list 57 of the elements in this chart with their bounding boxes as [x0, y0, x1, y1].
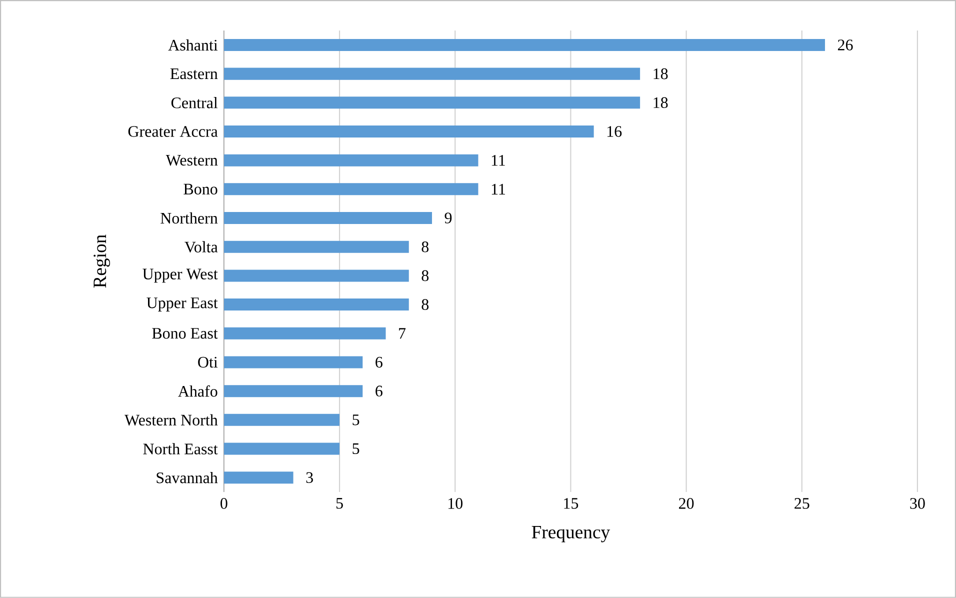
- y-tick-label: Bono: [184, 184, 218, 195]
- x-tick-label: 25: [794, 498, 810, 509]
- bar: [224, 298, 409, 311]
- data-label: 11: [492, 155, 505, 166]
- y-tick-label: Western: [166, 155, 218, 166]
- y-tick-label: Upper West: [142, 268, 218, 283]
- x-axis-title: Frequency: [532, 526, 610, 542]
- data-label: 6: [376, 386, 382, 396]
- y-tick-label: Volta: [184, 241, 218, 253]
- data-label: 18: [654, 68, 668, 80]
- bar: [224, 154, 478, 166]
- x-tick-label: 10: [448, 498, 462, 509]
- data-label: 5: [352, 414, 360, 426]
- x-tick-label: 15: [564, 498, 578, 509]
- bar: [224, 442, 340, 455]
- data-label: 18: [654, 97, 668, 108]
- y-tick-label: Eastern: [170, 68, 218, 80]
- y-tick-label: Northern: [160, 212, 218, 224]
- x-tick-label: 0: [220, 498, 228, 509]
- x-tick-label: 30: [910, 498, 925, 509]
- bar: [224, 183, 478, 196]
- bar: [224, 96, 640, 109]
- data-label: 26: [838, 40, 853, 50]
- bar: [224, 212, 432, 224]
- x-tick-label: 20: [678, 498, 694, 509]
- bar: [224, 385, 363, 398]
- x-tick-label: 5: [336, 498, 343, 509]
- data-label: 9: [444, 212, 452, 224]
- data-label: 8: [422, 299, 429, 310]
- data-label: 6: [376, 356, 382, 368]
- y-tick-label: Ashanti: [168, 39, 218, 51]
- data-label: 8: [422, 242, 429, 252]
- bar: [224, 356, 363, 368]
- y-tick-label: Bono East: [152, 328, 218, 339]
- bar: [224, 240, 409, 253]
- bar: [224, 472, 294, 484]
- y-axis-title: Region: [94, 234, 110, 288]
- y-tick-label: Savannah: [156, 472, 218, 484]
- bar: [224, 270, 409, 282]
- data-label: 16: [607, 126, 622, 137]
- y-tick-label: Ahafo: [178, 385, 218, 397]
- data-label: 8: [422, 270, 429, 282]
- data-label: 7: [399, 328, 406, 339]
- bar: [224, 68, 640, 80]
- bar: [224, 126, 594, 138]
- data-label: 3: [306, 472, 313, 484]
- y-tick-label: North Easst: [143, 443, 218, 454]
- bar: [224, 39, 825, 52]
- y-tick-label: Western North: [124, 414, 218, 426]
- y-tick-label: Central: [171, 97, 218, 108]
- data-label: 5: [352, 443, 360, 454]
- y-tick-label: Greater Accra: [128, 126, 218, 137]
- y-tick-label: Oti: [198, 356, 218, 368]
- data-label: 11: [492, 184, 505, 195]
- y-tick-label: Upper East: [146, 298, 218, 312]
- bar: [224, 327, 386, 340]
- bar: [224, 414, 340, 426]
